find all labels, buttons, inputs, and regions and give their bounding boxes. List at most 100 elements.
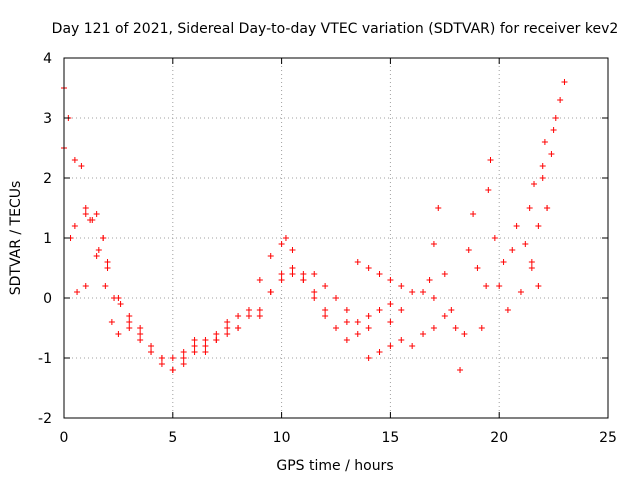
data-point xyxy=(526,205,533,211)
data-point xyxy=(343,337,350,343)
x-tick-label: 20 xyxy=(490,430,508,446)
data-point xyxy=(213,337,220,343)
data-point xyxy=(322,307,329,313)
y-tick-label: 0 xyxy=(43,291,52,307)
x-axis-label: GPS time / hours xyxy=(276,458,393,474)
data-point xyxy=(343,307,350,313)
data-point xyxy=(426,277,433,283)
axis-ticks xyxy=(63,57,609,419)
data-point xyxy=(420,289,427,295)
data-point xyxy=(387,319,394,325)
data-point xyxy=(496,283,503,289)
data-point xyxy=(461,331,468,337)
data-point xyxy=(100,235,107,241)
data-point xyxy=(535,283,542,289)
data-point xyxy=(137,325,144,331)
data-point xyxy=(539,163,546,169)
series-sdtvar-track-c xyxy=(71,211,405,373)
data-point xyxy=(148,349,155,355)
data-point xyxy=(409,343,416,349)
data-point xyxy=(289,247,296,253)
data-point xyxy=(531,181,538,187)
data-point xyxy=(376,307,383,313)
data-point xyxy=(457,367,464,373)
y-tick-labels: -2 -1 0 1 2 3 4 xyxy=(38,51,52,427)
data-point xyxy=(289,271,296,277)
data-point xyxy=(117,301,124,307)
x-tick-label: 5 xyxy=(168,430,177,446)
data-point xyxy=(365,325,372,331)
data-point xyxy=(333,295,339,301)
data-point xyxy=(282,235,289,241)
data-point xyxy=(376,349,383,355)
data-point xyxy=(517,289,524,295)
data-point xyxy=(202,337,209,343)
x-tick-labels: 0 5 10 15 20 25 xyxy=(60,430,617,446)
data-point xyxy=(213,331,220,337)
data-point xyxy=(169,355,176,361)
y-tick-label: -1 xyxy=(38,351,52,367)
data-point xyxy=(278,277,285,283)
data-point xyxy=(528,259,535,265)
data-point xyxy=(235,313,242,319)
series-sdtvar-late-rise xyxy=(528,79,568,271)
data-point xyxy=(483,283,490,289)
data-point xyxy=(180,349,187,355)
data-point xyxy=(289,265,296,271)
data-point xyxy=(509,247,516,253)
data-point xyxy=(115,295,122,301)
data-point xyxy=(235,325,242,331)
data-point xyxy=(561,79,568,85)
data-point xyxy=(398,307,405,313)
data-point xyxy=(115,331,122,337)
data-point xyxy=(256,307,263,313)
data-point xyxy=(158,355,165,361)
data-point xyxy=(224,319,231,325)
data-point xyxy=(322,283,329,289)
series-sdtvar-track-e xyxy=(365,313,448,361)
data-point xyxy=(365,265,372,271)
data-point xyxy=(311,271,318,277)
data-point xyxy=(487,157,494,163)
data-point xyxy=(470,211,477,217)
data-point xyxy=(267,253,274,259)
data-point xyxy=(300,277,307,283)
series-sdtvar-track-b xyxy=(61,145,394,367)
data-point xyxy=(387,277,394,283)
data-point xyxy=(78,163,85,169)
data-points xyxy=(61,79,568,373)
data-point xyxy=(387,301,394,307)
data-point xyxy=(398,337,405,343)
data-point xyxy=(102,283,109,289)
data-point xyxy=(513,223,520,229)
data-point xyxy=(430,295,437,301)
series-sdtvar-track-d xyxy=(354,259,437,301)
x-tick-label: 0 xyxy=(60,430,69,446)
chart-title: Day 121 of 2021, Sidereal Day-to-day VTE… xyxy=(52,21,619,37)
data-point xyxy=(491,235,498,241)
data-point xyxy=(311,295,318,301)
data-point xyxy=(541,139,548,145)
data-point xyxy=(245,313,252,319)
data-point xyxy=(300,271,307,277)
data-point xyxy=(93,211,100,217)
y-tick-label: -2 xyxy=(38,411,52,427)
x-tick-label: 10 xyxy=(273,430,291,446)
data-point xyxy=(441,271,448,277)
data-point xyxy=(224,325,231,331)
data-point xyxy=(311,289,318,295)
data-point xyxy=(322,313,329,319)
y-axis-label: SDTVAR / TECUs xyxy=(8,181,24,296)
data-point xyxy=(452,325,459,331)
data-point xyxy=(409,289,416,295)
data-point xyxy=(528,265,535,271)
data-point xyxy=(557,97,564,103)
data-point xyxy=(95,247,102,253)
data-point xyxy=(180,355,187,361)
data-point xyxy=(278,241,285,247)
data-point xyxy=(430,325,437,331)
x-tick-label: 15 xyxy=(381,430,399,446)
y-tick-label: 2 xyxy=(43,171,52,187)
data-point xyxy=(522,241,529,247)
